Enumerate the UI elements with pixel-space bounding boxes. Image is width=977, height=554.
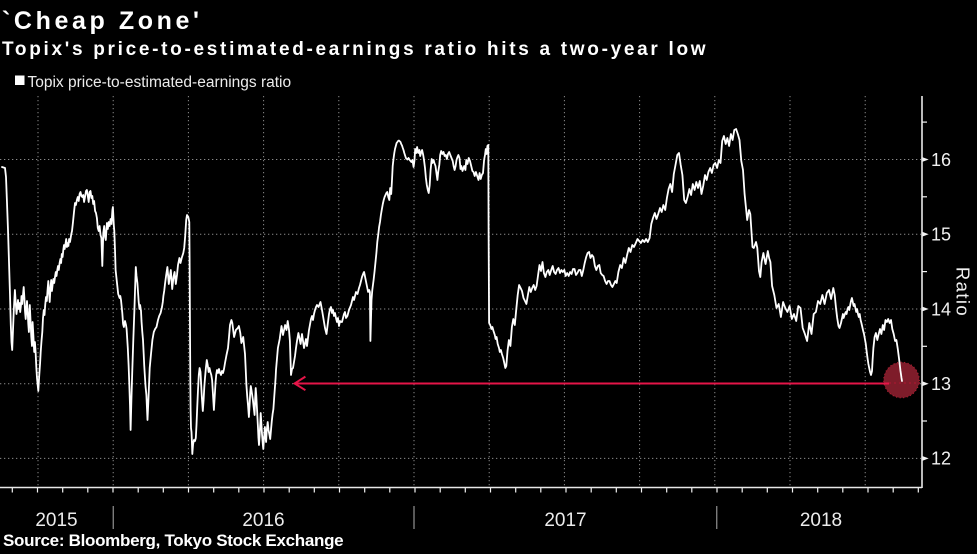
svg-text:Topix price-to-estimated-earni: Topix price-to-estimated-earnings ratio	[28, 74, 292, 91]
svg-text:15: 15	[931, 225, 951, 245]
svg-text:`Cheap Zone': `Cheap Zone'	[2, 7, 203, 35]
svg-text:14: 14	[931, 299, 951, 319]
svg-text:Topix's price-to-estimated-ear: Topix's price-to-estimated-earnings rati…	[2, 39, 708, 60]
svg-text:Source: Bloomberg, Tokyo Stock: Source: Bloomberg, Tokyo Stock Exchange	[3, 531, 343, 549]
svg-text:2016: 2016	[242, 510, 284, 531]
svg-text:2015: 2015	[35, 510, 77, 531]
svg-text:12: 12	[931, 449, 951, 469]
svg-text:16: 16	[931, 150, 951, 170]
svg-text:13: 13	[931, 374, 951, 394]
svg-text:2018: 2018	[800, 510, 842, 531]
svg-text:2017: 2017	[544, 510, 586, 531]
svg-text:Ratio: Ratio	[953, 267, 974, 317]
